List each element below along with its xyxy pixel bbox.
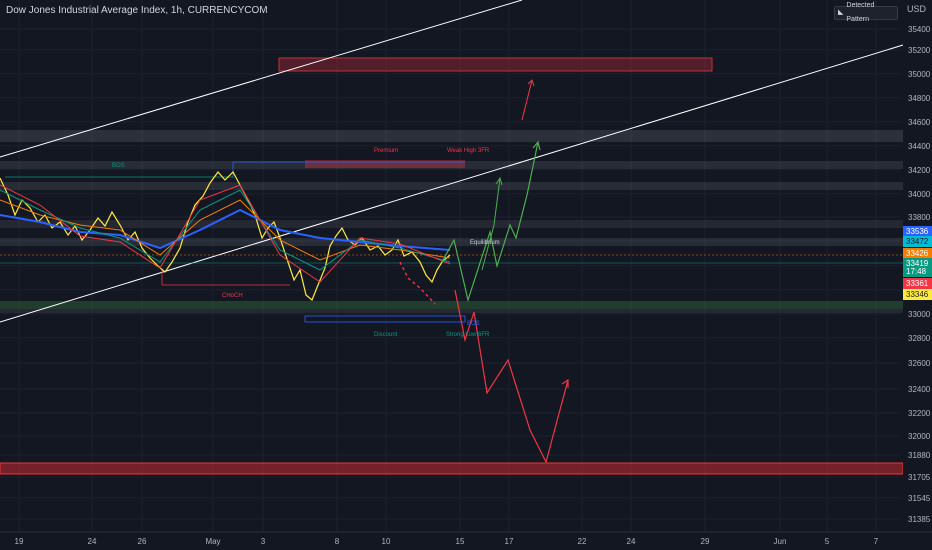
bear-dash <box>399 261 436 305</box>
bull-arrowhead-inner <box>495 176 503 186</box>
level-zone <box>0 182 903 190</box>
y-tick-label: 34400 <box>908 142 931 151</box>
y-tick-label: 35400 <box>908 25 931 34</box>
level-zone <box>0 130 903 142</box>
level-zone <box>0 220 903 228</box>
bull-projection <box>441 141 539 303</box>
x-tick-label: 10 <box>382 537 391 546</box>
x-tick-label: 5 <box>825 537 830 546</box>
x-tick-label: 26 <box>138 537 147 546</box>
y-tick-label: 31385 <box>908 515 931 524</box>
discount-zone <box>304 315 466 323</box>
price-tag-label: 33361 <box>906 279 929 288</box>
y-tick-label: 34200 <box>908 166 931 175</box>
price-tag <box>903 266 932 277</box>
bear-projection <box>454 289 569 464</box>
x-tick-label: 8 <box>335 537 340 546</box>
price-tag <box>903 258 932 269</box>
ema-line-orange <box>0 199 451 261</box>
ema-line-red <box>0 184 451 283</box>
time-axis <box>0 532 932 550</box>
bull-projection-inner <box>481 177 501 271</box>
detected-pattern-label: Detected Pattern <box>846 2 875 23</box>
chart-annotation: BOS <box>112 163 125 169</box>
detected-pattern-button[interactable]: ◣ Detected Pattern <box>834 2 898 23</box>
y-tick-label: 32000 <box>908 432 931 441</box>
price-tag-label: 17:48 <box>906 267 927 276</box>
ema-line-green <box>0 189 451 271</box>
price-tag-label: 33536 <box>906 227 929 236</box>
chart-annotation: CHoCH <box>222 293 243 299</box>
price-tag <box>903 289 932 300</box>
y-tick-label: 31545 <box>908 494 931 503</box>
x-tick-label: 3 <box>261 537 266 546</box>
bull-arrowhead <box>532 140 541 151</box>
x-tick-label: 22 <box>578 537 587 546</box>
x-tick-label: Jun <box>774 537 787 546</box>
price-tag-label: 33426 <box>906 249 929 258</box>
x-tick-label: 15 <box>456 537 465 546</box>
y-tick-label: 34600 <box>908 118 931 127</box>
price-tag-label: 33419 <box>906 259 929 268</box>
level-zone <box>305 160 465 168</box>
y-tick-label: 32800 <box>908 334 931 343</box>
pattern-icon: ◣ <box>838 9 844 16</box>
y-tick-label: 33000 <box>908 310 931 319</box>
chart-annotation: Weak High 3FR <box>447 148 490 154</box>
y-tick-label: 31705 <box>908 473 931 482</box>
chart-annotation: Premium <box>374 148 398 154</box>
x-tick-label: 24 <box>88 537 97 546</box>
y-tick-label: 34000 <box>908 190 931 199</box>
y-tick-label: 35200 <box>908 46 931 55</box>
currency-label: USD <box>907 4 927 14</box>
chart-annotation: Equilibrium <box>470 240 500 246</box>
demand-zone-bottom <box>0 462 904 475</box>
y-tick-label: 32200 <box>908 409 931 418</box>
channel-upper <box>0 0 523 158</box>
bear-up-arrow <box>521 79 533 121</box>
x-tick-label: 19 <box>15 537 24 546</box>
level-zone <box>0 161 903 169</box>
y-tick-label: 32400 <box>908 385 931 394</box>
x-tick-label: 7 <box>874 537 879 546</box>
x-tick-label: 17 <box>505 537 514 546</box>
chart-annotation: Discount <box>374 332 398 338</box>
bear-arrowhead <box>561 378 569 388</box>
level-zone <box>0 301 903 309</box>
price-tag <box>903 226 932 237</box>
y-tick-label: 35000 <box>908 70 931 79</box>
x-tick-label: 29 <box>701 537 710 546</box>
channel-lower <box>0 44 904 323</box>
level-zone <box>0 238 903 246</box>
chart-title: Dow Jones Industrial Average Index, 1h, … <box>6 5 268 16</box>
x-tick-label: May <box>205 537 220 546</box>
y-tick-label: 33800 <box>908 213 931 222</box>
price-tag-label: 33472 <box>906 237 929 246</box>
level-zone <box>0 309 903 313</box>
y-tick-label: 32600 <box>908 359 931 368</box>
price-tag <box>903 236 932 247</box>
y-tick-label: 31880 <box>908 451 931 460</box>
price-tag <box>903 248 932 259</box>
price-tag-label: 33346 <box>906 290 929 299</box>
x-tick-label: 24 <box>627 537 636 546</box>
bear-up-arrowhead <box>527 79 535 87</box>
chart-annotation: Strong Low 6FR <box>446 332 490 338</box>
y-tick-label: 34800 <box>908 94 931 103</box>
chart-annotation: BOS <box>467 321 480 327</box>
supply-zone <box>278 57 713 72</box>
price-tag <box>903 278 932 289</box>
